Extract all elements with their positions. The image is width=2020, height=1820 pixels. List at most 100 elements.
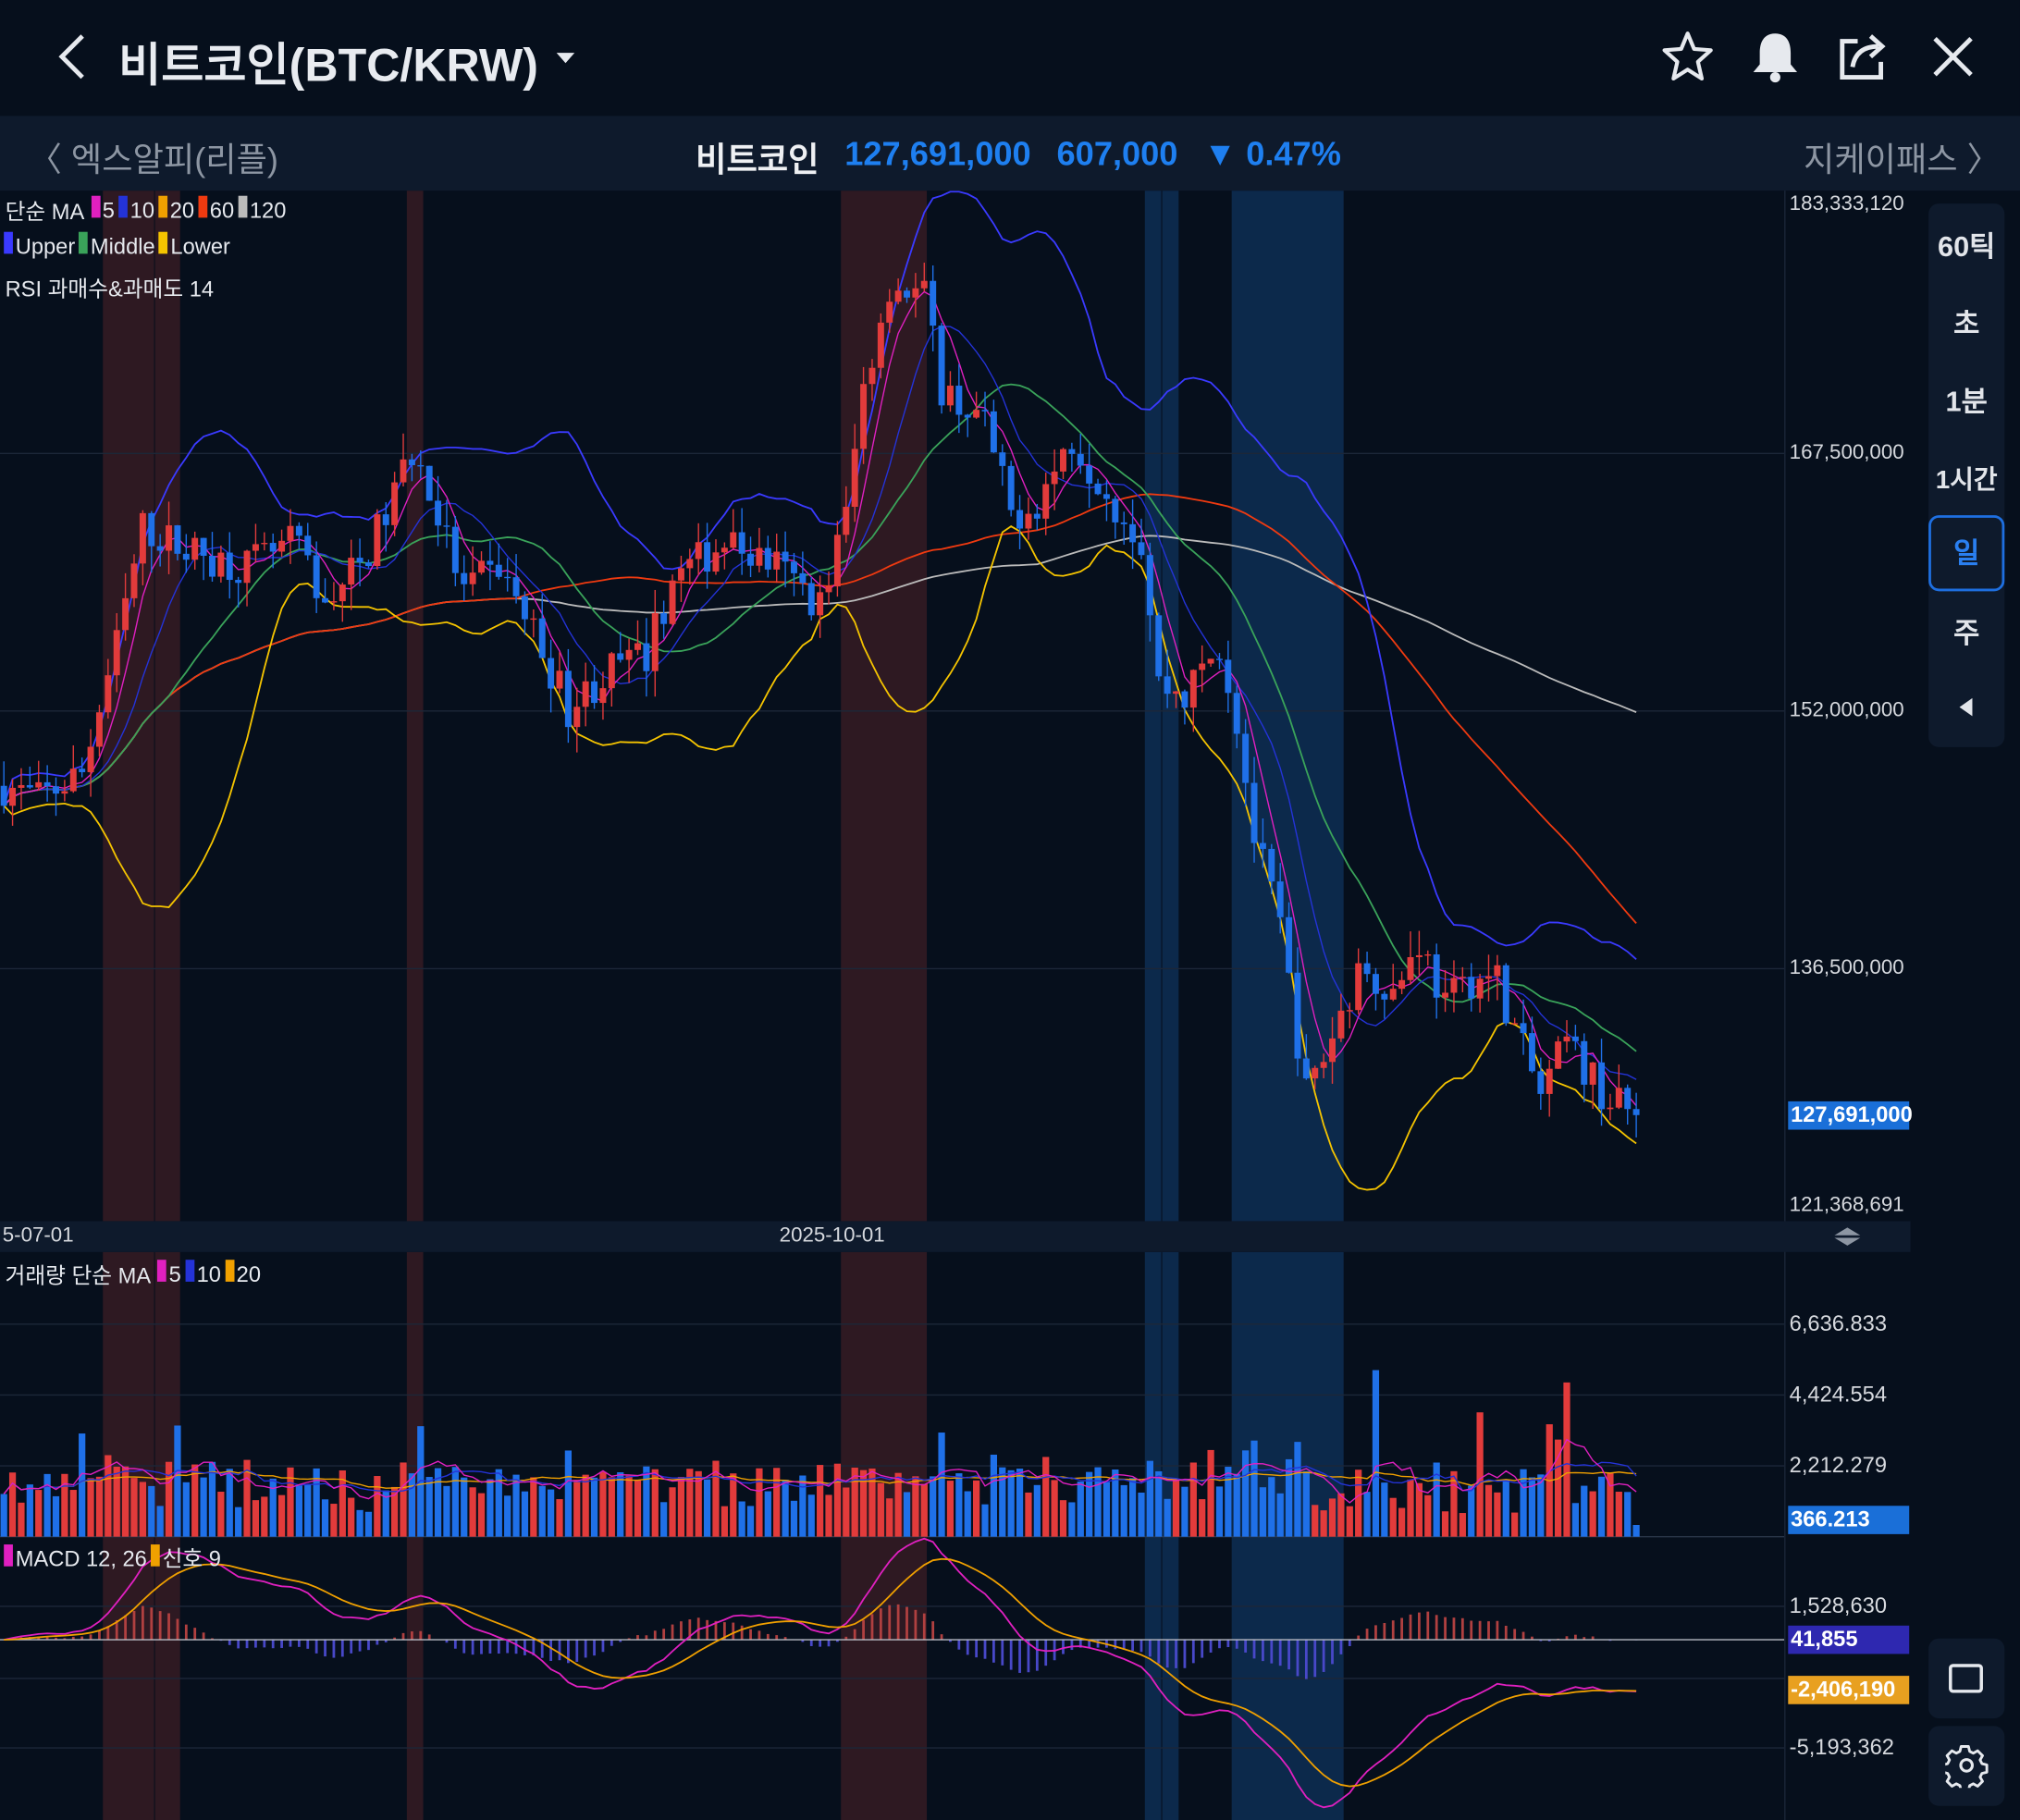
volume-bar bbox=[174, 1425, 181, 1537]
page-title[interactable]: 비트코인(BTC/KRW) bbox=[118, 38, 538, 92]
volume-bar bbox=[955, 1473, 963, 1537]
candle bbox=[1276, 863, 1284, 934]
candle bbox=[1381, 990, 1388, 1019]
timeframe-sidebar: 60틱 초 1분 1시간 일 주 bbox=[1928, 203, 2005, 747]
candle bbox=[573, 687, 581, 753]
candle-body bbox=[938, 326, 945, 406]
timeframe-day[interactable]: 일 bbox=[1928, 515, 2005, 592]
date-label: 2025-10-01 bbox=[779, 1224, 885, 1248]
candle bbox=[148, 510, 155, 573]
candle bbox=[261, 532, 268, 551]
candle bbox=[738, 508, 745, 575]
candle-body bbox=[1060, 449, 1066, 472]
candle bbox=[1007, 461, 1015, 517]
candle-body bbox=[1502, 965, 1509, 1024]
candle-body bbox=[764, 547, 771, 570]
candle-body bbox=[295, 525, 302, 536]
candle bbox=[1302, 1034, 1310, 1080]
bell-icon[interactable] bbox=[1747, 29, 1804, 85]
candle-body bbox=[339, 584, 346, 602]
legend-item: 60 bbox=[209, 197, 235, 223]
candle bbox=[1138, 518, 1145, 560]
volume-bar bbox=[374, 1476, 381, 1537]
candle-body bbox=[1215, 658, 1223, 660]
candle bbox=[313, 541, 320, 613]
candle-body bbox=[730, 532, 737, 548]
settings-button[interactable] bbox=[1928, 1726, 2005, 1806]
back-icon[interactable] bbox=[46, 29, 103, 85]
candle bbox=[912, 273, 919, 318]
candle-body bbox=[1581, 1040, 1588, 1085]
candle bbox=[425, 465, 433, 501]
volume-bar bbox=[894, 1472, 902, 1537]
change-percent: ▼ 0.47% bbox=[1203, 134, 1341, 182]
dropdown-caret-icon[interactable] bbox=[554, 49, 577, 67]
bollinger-legend: Upper Middle Lower bbox=[0, 231, 230, 261]
chart-plot[interactable] bbox=[0, 191, 1785, 1820]
legend-swatch bbox=[198, 195, 208, 217]
candle-body bbox=[669, 580, 676, 624]
star-icon[interactable] bbox=[1659, 29, 1716, 85]
candle-body bbox=[1355, 963, 1362, 1011]
share-icon[interactable] bbox=[1834, 29, 1891, 85]
volume-bar bbox=[1381, 1482, 1388, 1537]
candle bbox=[877, 313, 884, 379]
candle bbox=[504, 558, 511, 592]
candle bbox=[252, 523, 259, 562]
candle bbox=[1173, 691, 1180, 708]
volume-bar bbox=[1407, 1479, 1414, 1537]
resize-handle-icon[interactable] bbox=[1832, 1225, 1863, 1248]
candle-body bbox=[738, 532, 745, 554]
volume-ma20-line bbox=[3, 1470, 1637, 1494]
candle bbox=[1537, 1057, 1545, 1110]
candle bbox=[235, 576, 242, 608]
candle bbox=[1086, 443, 1093, 509]
candle bbox=[1468, 963, 1475, 1012]
candle bbox=[548, 639, 555, 713]
next-coin-link[interactable]: 지케이패스 〉 bbox=[1803, 140, 2001, 179]
candle-body bbox=[1146, 555, 1153, 616]
candle-body bbox=[1632, 1109, 1640, 1115]
legend-item: 5 bbox=[168, 1261, 181, 1286]
candle bbox=[1129, 499, 1137, 570]
timeframe-seconds[interactable]: 초 bbox=[1953, 307, 1980, 340]
candle-body bbox=[61, 791, 68, 794]
timeframe-1min[interactable]: 1분 bbox=[1945, 385, 1988, 418]
volume-bar bbox=[287, 1467, 294, 1537]
volume-bar bbox=[43, 1473, 51, 1537]
candle bbox=[955, 363, 963, 434]
candle bbox=[53, 777, 59, 817]
candle-body bbox=[1546, 1068, 1553, 1094]
volume-bar bbox=[799, 1475, 807, 1537]
candle bbox=[217, 545, 225, 583]
candle-body bbox=[782, 551, 789, 562]
candle bbox=[686, 548, 694, 585]
candle bbox=[1450, 960, 1458, 1013]
volume-bar bbox=[1094, 1467, 1102, 1537]
collapse-left-icon[interactable] bbox=[1957, 695, 1976, 719]
timeframe-1hour[interactable]: 1시간 bbox=[1935, 466, 1998, 495]
candle bbox=[487, 541, 494, 591]
volume-bar bbox=[999, 1467, 1006, 1537]
candle-body bbox=[660, 612, 668, 624]
candle-body bbox=[35, 781, 43, 788]
volume-bar bbox=[851, 1467, 858, 1537]
volume-bar bbox=[833, 1463, 842, 1537]
fullscreen-button[interactable] bbox=[1928, 1638, 2005, 1719]
candle bbox=[617, 632, 624, 663]
candle bbox=[1459, 966, 1466, 992]
close-icon[interactable] bbox=[1925, 29, 1981, 85]
candle bbox=[817, 575, 824, 638]
candle-body bbox=[1320, 1062, 1327, 1068]
timeframe-week[interactable]: 주 bbox=[1953, 617, 1980, 649]
candle bbox=[1112, 496, 1119, 539]
candle-body bbox=[1077, 453, 1084, 466]
timeframe-60tick[interactable]: 60틱 bbox=[1938, 230, 1996, 264]
candle bbox=[946, 371, 954, 412]
candle-body bbox=[1511, 1023, 1519, 1025]
prev-coin-link[interactable]: 〈 엑스알피(리플) bbox=[28, 140, 278, 179]
volume-bar bbox=[773, 1468, 781, 1537]
candle-body bbox=[1233, 693, 1240, 734]
candle-body bbox=[530, 618, 537, 621]
candle bbox=[1068, 442, 1076, 473]
